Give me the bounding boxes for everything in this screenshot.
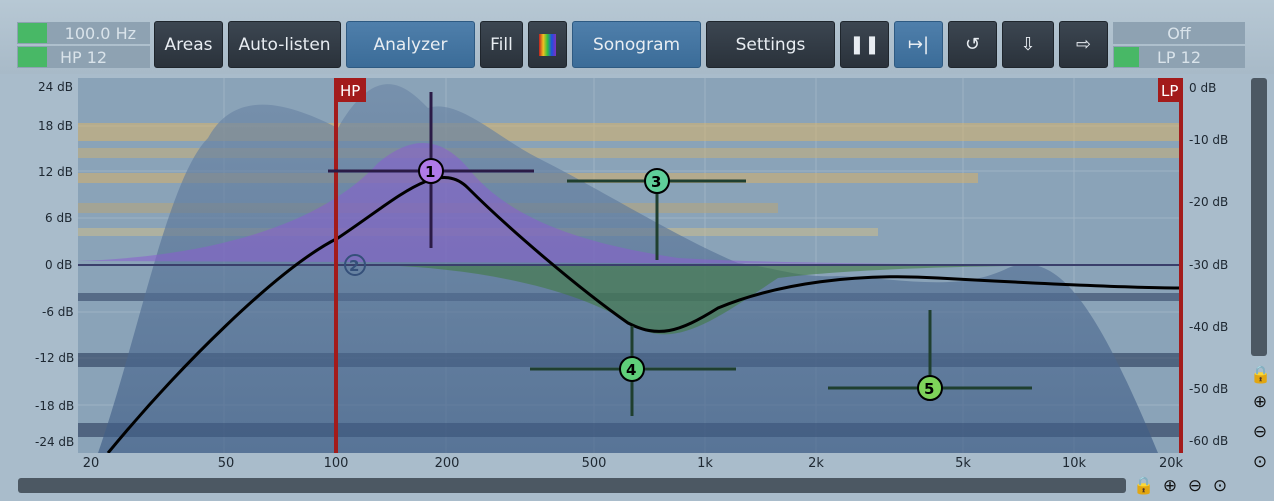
hp-enable-indicator[interactable] xyxy=(18,23,47,43)
eq-graph[interactable]: HP LP 1 2 3 4 5 xyxy=(78,78,1183,453)
x-label: 20 xyxy=(82,456,100,471)
x-label: 500 xyxy=(581,456,607,471)
x-label: 20k xyxy=(1158,456,1184,471)
x-label: 2k xyxy=(808,456,824,471)
y-label-left: 6 dB xyxy=(45,211,73,225)
vertical-scrollbar[interactable] xyxy=(1251,78,1267,356)
horizontal-scrollbar[interactable] xyxy=(18,478,1126,493)
band-5-label: 5 xyxy=(924,380,934,398)
eq-display[interactable]: HP LP 1 2 3 4 5 xyxy=(78,78,1183,453)
band-2-label: 2 xyxy=(349,257,359,275)
band-5-node[interactable] xyxy=(917,375,943,401)
lp-frequency-field[interactable]: Off xyxy=(1113,22,1245,44)
y-label-left: -6 dB xyxy=(42,305,74,319)
y-label-left: 12 dB xyxy=(38,165,73,179)
x-label: 50 xyxy=(217,456,235,471)
hp-type-field[interactable]: HP 12 xyxy=(17,46,150,68)
analyzer-button[interactable]: Analyzer xyxy=(346,21,475,68)
lp-type-indicator[interactable] xyxy=(1114,47,1139,67)
x-label: 5k xyxy=(955,456,971,471)
import-button[interactable]: ⇩ xyxy=(1002,21,1054,68)
y-label-left: 18 dB xyxy=(38,119,73,133)
y-label-right: -30 dB xyxy=(1189,258,1229,272)
lp-type-value: LP 12 xyxy=(1156,47,1201,67)
lock-icon[interactable]: 🔒 xyxy=(1133,476,1155,496)
x-label: 200 xyxy=(434,456,460,471)
y-label-right: -50 dB xyxy=(1189,382,1229,396)
y-label-right: -20 dB xyxy=(1189,195,1229,209)
pause-icon: ❚❚ xyxy=(849,34,880,55)
y-label-left: -24 dB xyxy=(35,435,75,449)
import-icon: ⇩ xyxy=(1020,34,1036,55)
x-label: 10k xyxy=(1061,456,1087,471)
hp-frequency-value: 100.0 Hz xyxy=(64,23,136,43)
lp-filter-label: LP xyxy=(1161,82,1178,100)
lp-frequency-value: Off xyxy=(1167,23,1191,43)
hp-type-value: HP 12 xyxy=(59,47,108,67)
x-label: 1k xyxy=(697,456,713,471)
y-label-right: 0 dB xyxy=(1189,81,1217,95)
pause-button[interactable]: ❚❚ xyxy=(840,21,889,68)
y-label-left: -18 dB xyxy=(35,399,75,413)
y-label-left: 24 dB xyxy=(38,80,73,94)
band-4-label: 4 xyxy=(626,361,636,379)
undo-button[interactable]: ↺ xyxy=(948,21,997,68)
band-2-node[interactable] xyxy=(344,254,366,276)
zoom-in-icon[interactable]: ⊕ xyxy=(1252,392,1268,412)
zoom-out-icon[interactable]: ⊖ xyxy=(1187,476,1203,496)
sonogram-button[interactable]: Sonogram xyxy=(572,21,701,68)
areas-button[interactable]: Areas xyxy=(154,21,223,68)
follow-icon: ↦| xyxy=(907,34,930,55)
zoom-in-icon[interactable]: ⊕ xyxy=(1162,476,1178,496)
y-label-right: -60 dB xyxy=(1189,434,1229,448)
y-label-left: -12 dB xyxy=(35,351,75,365)
band-1-label: 1 xyxy=(425,163,435,181)
hp-frequency-field[interactable]: 100.0 Hz xyxy=(17,22,150,44)
export-icon: ⇨ xyxy=(1075,34,1092,55)
palette-icon xyxy=(539,33,556,56)
fill-button[interactable]: Fill xyxy=(480,21,523,68)
zoom-out-icon[interactable]: ⊖ xyxy=(1252,422,1268,442)
y-label-right: -10 dB xyxy=(1189,133,1229,147)
auto-listen-button[interactable]: Auto-listen xyxy=(228,21,341,68)
palette-button[interactable] xyxy=(528,21,567,68)
band-4-node[interactable] xyxy=(619,356,645,382)
y-label-left: 0 dB xyxy=(45,258,73,272)
zoom-fit-icon[interactable]: ⊙ xyxy=(1252,452,1268,472)
zoom-fit-icon[interactable]: ⊙ xyxy=(1212,476,1228,496)
follow-button[interactable]: ↦| xyxy=(894,21,943,68)
y-label-right: -40 dB xyxy=(1189,320,1229,334)
band-1-node[interactable] xyxy=(418,158,444,184)
undo-icon: ↺ xyxy=(964,34,981,55)
x-label: 100 xyxy=(323,456,349,471)
export-button[interactable]: ⇨ xyxy=(1059,21,1108,68)
hp-type-indicator[interactable] xyxy=(18,47,47,67)
band-3-label: 3 xyxy=(651,173,661,191)
settings-button[interactable]: Settings xyxy=(706,21,835,68)
lock-icon[interactable]: 🔒 xyxy=(1250,365,1272,385)
lp-type-field[interactable]: LP 12 xyxy=(1113,46,1245,68)
hp-filter-label: HP xyxy=(340,82,360,100)
band-3-node[interactable] xyxy=(644,168,670,194)
